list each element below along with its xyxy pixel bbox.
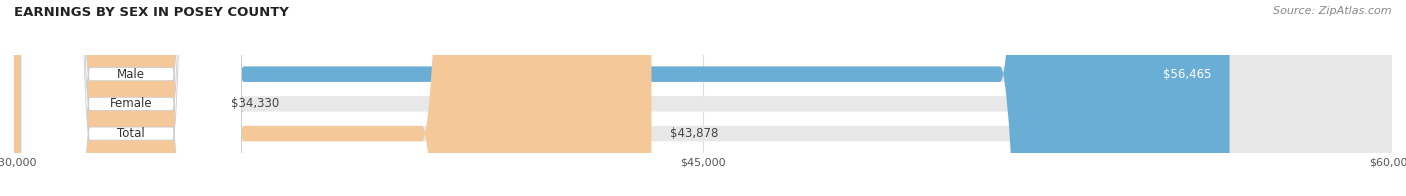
FancyBboxPatch shape [14,0,1392,196]
FancyBboxPatch shape [21,0,242,196]
FancyBboxPatch shape [0,0,243,196]
FancyBboxPatch shape [14,0,1392,196]
Text: $56,465: $56,465 [1163,68,1211,81]
Text: Total: Total [117,127,145,140]
FancyBboxPatch shape [14,0,651,196]
Text: Female: Female [110,97,152,110]
Text: $43,878: $43,878 [669,127,718,140]
FancyBboxPatch shape [14,0,1230,196]
FancyBboxPatch shape [21,0,242,196]
Text: EARNINGS BY SEX IN POSEY COUNTY: EARNINGS BY SEX IN POSEY COUNTY [14,6,290,19]
Text: Source: ZipAtlas.com: Source: ZipAtlas.com [1274,6,1392,16]
Text: Male: Male [117,68,145,81]
Text: $34,330: $34,330 [232,97,280,110]
FancyBboxPatch shape [21,0,242,196]
FancyBboxPatch shape [14,0,1392,196]
